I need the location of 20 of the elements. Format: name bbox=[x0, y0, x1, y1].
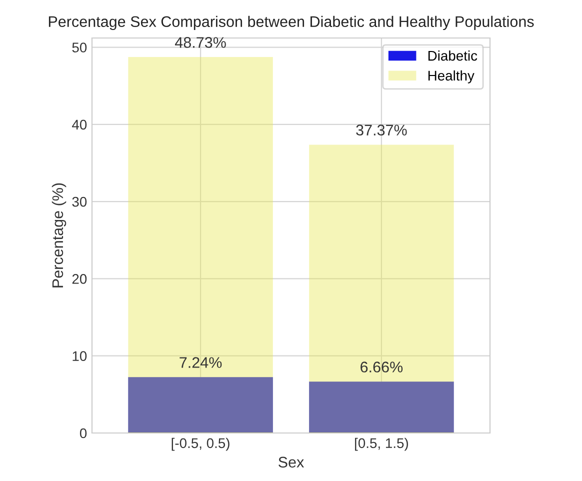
y-tick-label: 30 bbox=[72, 196, 87, 207]
legend-label: Healthy bbox=[428, 70, 474, 84]
bar bbox=[309, 144, 454, 433]
data-label: 6.66% bbox=[360, 362, 403, 372]
y-tick-label: 50 bbox=[72, 42, 87, 52]
data-label: 48.73% bbox=[174, 37, 226, 48]
chart-title: Percentage Sex Comparison between Diabetic and Healthy Populations bbox=[48, 16, 534, 30]
y-tick-label: 10 bbox=[72, 351, 87, 362]
y-axis-title: Percentage (%) bbox=[52, 183, 66, 288]
y-tick-label: 0 bbox=[80, 428, 87, 438]
x-tick-label: [-0.5, 0.5) bbox=[172, 438, 230, 451]
y-tick-label: 20 bbox=[72, 274, 87, 284]
legend-label: Diabetic bbox=[428, 50, 478, 61]
bar bbox=[309, 382, 454, 433]
y-tick-label: 40 bbox=[72, 120, 87, 130]
bar bbox=[128, 377, 273, 433]
data-label: 37.37% bbox=[356, 124, 407, 136]
x-axis-title: Sex bbox=[278, 456, 304, 468]
data-label: 7.24% bbox=[180, 357, 222, 368]
x-tick-label: [0.5, 1.5) bbox=[355, 438, 408, 451]
